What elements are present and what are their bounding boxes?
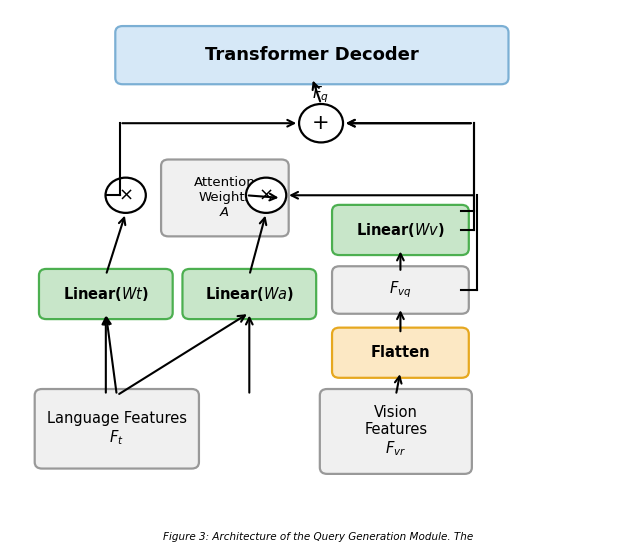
Text: Flatten: Flatten [371,345,430,360]
FancyBboxPatch shape [332,205,469,255]
FancyBboxPatch shape [161,160,289,236]
Text: $F_q$: $F_q$ [312,85,329,105]
FancyBboxPatch shape [332,266,469,314]
Text: Attention
Weights
$A$: Attention Weights $A$ [194,176,256,220]
FancyBboxPatch shape [320,389,472,474]
FancyBboxPatch shape [39,269,173,319]
Text: $F_{vq}$: $F_{vq}$ [389,280,411,300]
Text: ×: × [259,186,273,204]
FancyBboxPatch shape [332,327,469,378]
FancyBboxPatch shape [183,269,316,319]
Text: Language Features
$F_t$: Language Features $F_t$ [47,410,187,447]
Text: +: + [312,113,330,133]
Text: Linear($Wa$): Linear($Wa$) [205,285,294,303]
Text: Figure 3: Architecture of the Query Generation Module. The: Figure 3: Architecture of the Query Gene… [163,532,473,542]
Circle shape [299,104,343,142]
Text: Linear($Wv$): Linear($Wv$) [356,221,445,239]
Text: Vision
Features
$F_{vr}$: Vision Features $F_{vr}$ [364,405,427,458]
Circle shape [246,178,286,213]
Circle shape [106,178,146,213]
Text: Transformer Decoder: Transformer Decoder [205,46,418,64]
FancyBboxPatch shape [35,389,199,469]
FancyBboxPatch shape [115,26,509,85]
Text: ×: × [118,186,133,204]
Text: Linear($Wt$): Linear($Wt$) [63,285,149,303]
